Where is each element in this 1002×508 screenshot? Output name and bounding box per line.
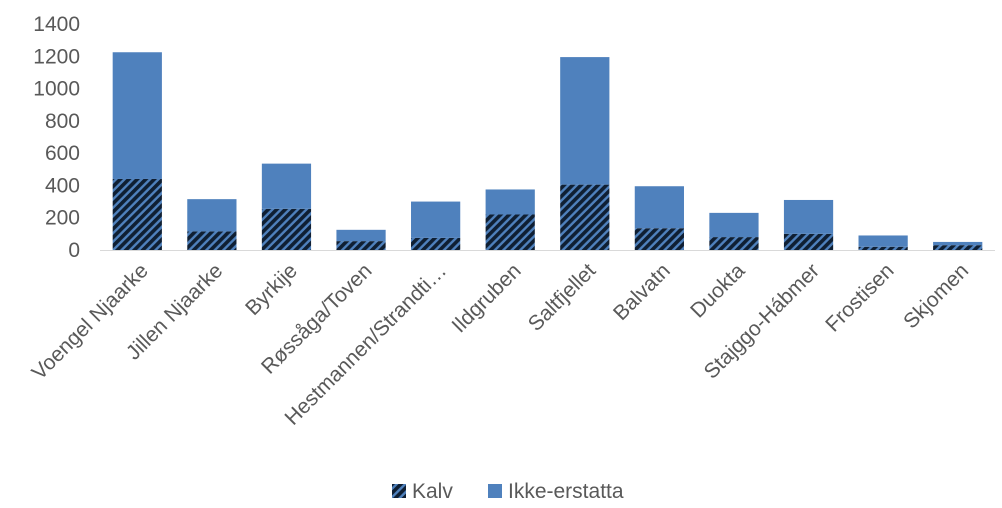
bar-kalv (261, 208, 312, 250)
bar-ikke-erstatta (858, 235, 908, 247)
bar-ikke-erstatta (709, 212, 759, 238)
bar-kalv (933, 245, 983, 250)
bar-kalv (783, 233, 834, 250)
y-tick-label: 1400 (33, 13, 80, 36)
x-tick-label: Frostisen (821, 259, 898, 336)
bars (112, 52, 983, 250)
bar-ikke-erstatta (187, 199, 237, 232)
legend-label-kalv: Kalv (412, 480, 453, 503)
y-tick-label: 200 (45, 207, 80, 230)
bar-kalv (634, 228, 684, 250)
x-tick-label: Byrkije (241, 259, 302, 320)
bar-ikke-erstatta (261, 163, 312, 209)
x-tick-label: Voengel Njaarke (28, 259, 153, 384)
bar-kalv (709, 237, 759, 250)
bar-ikke-erstatta (411, 201, 461, 238)
x-tick-label: Balvatn (609, 259, 675, 325)
bar-kalv (336, 241, 386, 250)
y-tick-label: 600 (45, 142, 80, 165)
bar-ikke-erstatta (634, 186, 684, 229)
bar-ikke-erstatta (112, 52, 162, 179)
y-tick-label: 0 (68, 239, 80, 262)
bar-ikke-erstatta (336, 229, 386, 242)
x-tick-label: Skjomen (899, 259, 973, 333)
bar-kalv (560, 184, 610, 250)
bar-ikke-erstatta (560, 57, 610, 185)
y-tick-label: 400 (45, 174, 80, 197)
y-tick-label: 800 (45, 110, 80, 133)
legend-label-ikke-erstatta: Ikke-erstatta (508, 480, 624, 503)
legend-swatch-ikke-erstatta (488, 484, 502, 498)
bar-ikke-erstatta (783, 199, 834, 234)
bar-ikke-erstatta (933, 241, 983, 246)
bar-kalv (187, 231, 237, 250)
y-axis: 0 200 400 600 800 1000 1200 1400 (33, 13, 80, 262)
x-tick-label: Ildgruben (447, 259, 525, 337)
y-tick-label: 1200 (33, 45, 80, 68)
x-tick-label: Duokta (686, 259, 750, 323)
bar-kalv (858, 246, 908, 250)
bar-kalv (112, 178, 162, 250)
legend: Kalv Ikke-erstatta (392, 480, 624, 503)
bar-ikke-erstatta (485, 189, 535, 215)
y-tick-label: 1000 (33, 78, 80, 101)
x-tick-label: Saltfjellet (524, 259, 601, 336)
legend-swatch-kalv (392, 484, 406, 498)
bar-kalv (485, 214, 535, 250)
bar-kalv (411, 237, 461, 250)
